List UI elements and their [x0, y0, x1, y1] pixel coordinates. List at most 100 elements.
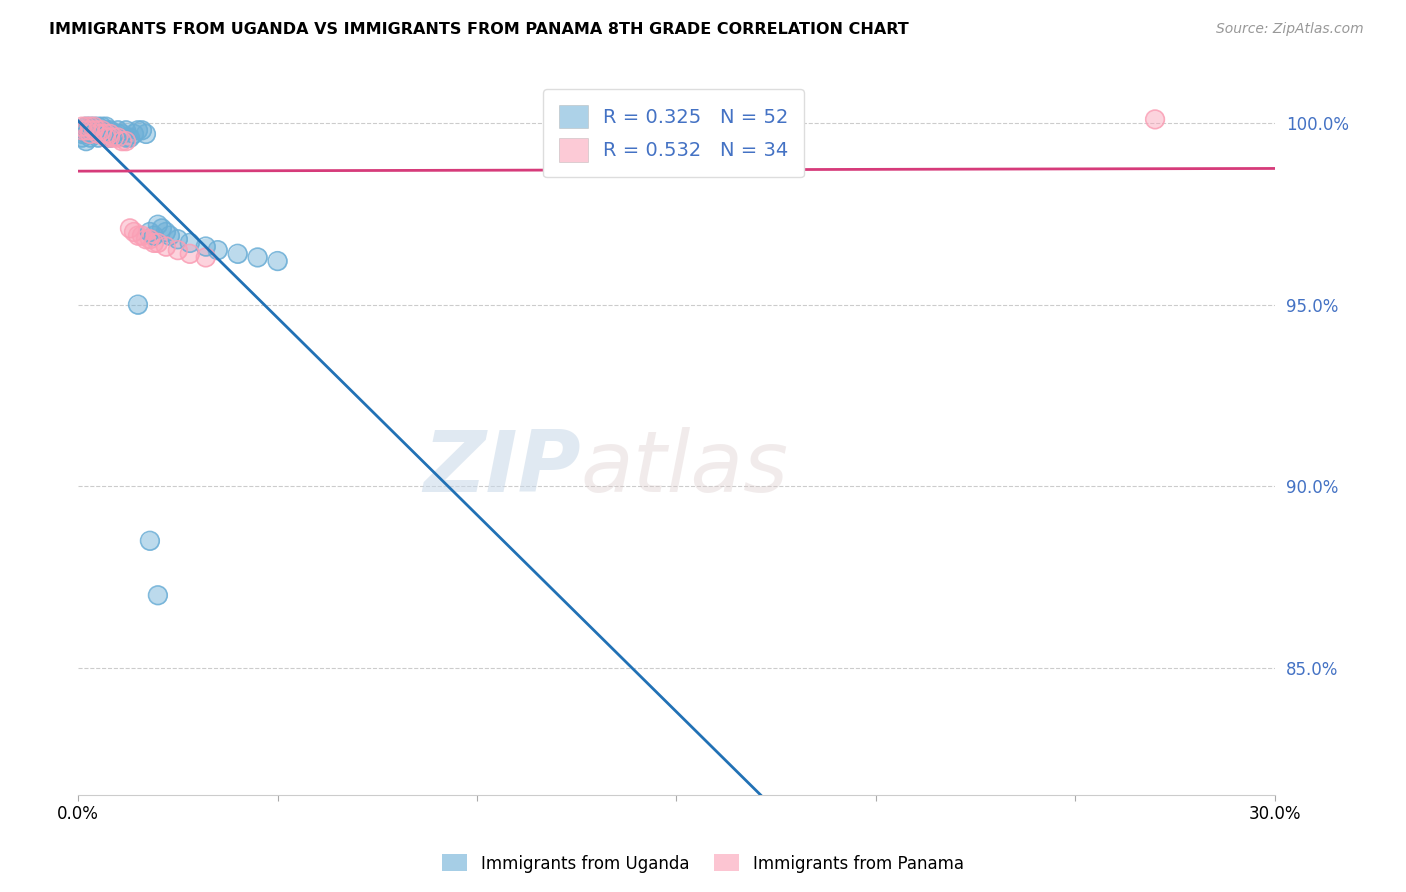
- Point: [127, 228, 149, 243]
- Point: [83, 123, 105, 137]
- Point: [98, 123, 121, 137]
- Point: [83, 123, 105, 137]
- Point: [75, 123, 97, 137]
- Point: [246, 251, 269, 265]
- Point: [94, 120, 117, 134]
- Point: [118, 130, 141, 145]
- Point: [94, 123, 117, 137]
- Point: [98, 123, 121, 137]
- Point: [103, 127, 125, 141]
- Y-axis label: 8th Grade: 8th Grade: [0, 393, 7, 470]
- Point: [135, 232, 157, 246]
- Point: [122, 225, 145, 239]
- Point: [91, 120, 114, 134]
- Point: [111, 134, 134, 148]
- Point: [131, 123, 153, 137]
- Point: [150, 221, 173, 235]
- Point: [75, 120, 97, 134]
- Point: [75, 123, 97, 137]
- Point: [111, 127, 134, 141]
- Point: [98, 127, 121, 141]
- Legend: Immigrants from Uganda, Immigrants from Panama: Immigrants from Uganda, Immigrants from …: [436, 847, 970, 880]
- Point: [83, 120, 105, 134]
- Point: [166, 243, 188, 257]
- Point: [70, 123, 93, 137]
- Point: [207, 243, 229, 257]
- Point: [111, 127, 134, 141]
- Point: [166, 232, 188, 246]
- Point: [75, 134, 97, 148]
- Point: [79, 120, 101, 134]
- Point: [194, 239, 217, 253]
- Point: [98, 130, 121, 145]
- Point: [75, 123, 97, 137]
- Point: [139, 232, 162, 246]
- Point: [91, 120, 114, 134]
- Point: [98, 130, 121, 145]
- Point: [79, 123, 101, 137]
- Point: [146, 235, 169, 250]
- Point: [139, 533, 162, 548]
- Point: [139, 232, 162, 246]
- Point: [115, 130, 138, 145]
- Point: [146, 588, 169, 602]
- Point: [79, 120, 101, 134]
- Point: [146, 235, 169, 250]
- Point: [115, 134, 138, 148]
- Point: [98, 127, 121, 141]
- Point: [226, 247, 249, 261]
- Point: [115, 123, 138, 137]
- Point: [79, 130, 101, 145]
- Point: [127, 123, 149, 137]
- Point: [91, 123, 114, 137]
- Point: [166, 243, 188, 257]
- Point: [142, 235, 165, 250]
- Point: [79, 127, 101, 141]
- Point: [70, 127, 93, 141]
- Point: [107, 123, 129, 137]
- Point: [135, 232, 157, 246]
- Point: [91, 127, 114, 141]
- Point: [131, 123, 153, 137]
- Point: [155, 225, 177, 239]
- Point: [179, 247, 201, 261]
- Point: [179, 247, 201, 261]
- Point: [107, 127, 129, 141]
- Point: [91, 127, 114, 141]
- Point: [1144, 112, 1167, 127]
- Point: [115, 123, 138, 137]
- Point: [79, 123, 101, 137]
- Point: [159, 228, 181, 243]
- Point: [155, 239, 177, 253]
- Point: [75, 127, 97, 141]
- Point: [87, 123, 110, 137]
- Point: [127, 298, 149, 312]
- Point: [70, 123, 93, 137]
- Text: IMMIGRANTS FROM UGANDA VS IMMIGRANTS FROM PANAMA 8TH GRADE CORRELATION CHART: IMMIGRANTS FROM UGANDA VS IMMIGRANTS FRO…: [49, 22, 908, 37]
- Point: [79, 120, 101, 134]
- Text: ZIP: ZIP: [423, 426, 581, 509]
- Point: [118, 130, 141, 145]
- Point: [107, 123, 129, 137]
- Point: [91, 123, 114, 137]
- Point: [150, 221, 173, 235]
- Point: [70, 130, 93, 145]
- Point: [122, 127, 145, 141]
- Point: [75, 134, 97, 148]
- Point: [266, 254, 288, 268]
- Point: [91, 127, 114, 141]
- Point: [122, 127, 145, 141]
- Point: [87, 123, 110, 137]
- Text: Source: ZipAtlas.com: Source: ZipAtlas.com: [1216, 22, 1364, 37]
- Point: [98, 130, 121, 145]
- Point: [87, 130, 110, 145]
- Point: [87, 120, 110, 134]
- Point: [103, 130, 125, 145]
- Point: [155, 239, 177, 253]
- Point: [91, 127, 114, 141]
- Point: [70, 123, 93, 137]
- Point: [194, 251, 217, 265]
- Point: [194, 251, 217, 265]
- Point: [83, 120, 105, 134]
- Point: [107, 130, 129, 145]
